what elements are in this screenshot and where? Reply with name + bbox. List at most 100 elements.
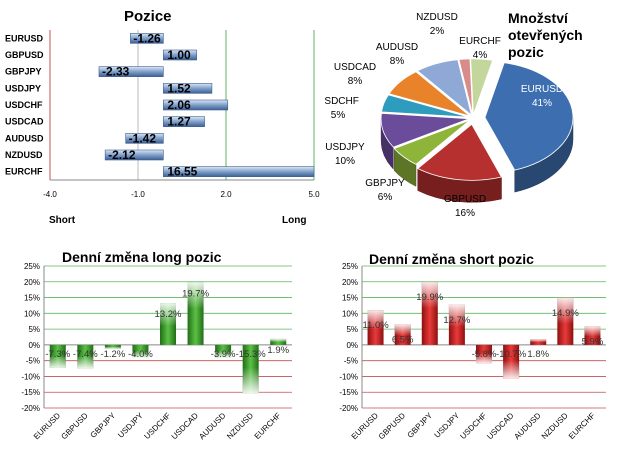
category-label: USDCHF (142, 411, 172, 441)
value-label: 1.52 (167, 81, 191, 95)
y-tick-label: 10% (342, 309, 358, 318)
category-label: NZDUSD (5, 150, 43, 160)
value-label: -2.12 (108, 148, 136, 162)
pie-slice-percent: 4% (473, 50, 488, 61)
bar (163, 49, 197, 61)
pie-chart: EURUSD 41% GBPUSD 16% GBPJPY 6% USDJPY 10% USDCH… (325, 12, 574, 219)
y-tick-label: -5% (26, 357, 40, 366)
category-label: USDJPY (116, 411, 145, 440)
pie-slice-percent: 10% (335, 156, 355, 167)
y-tick-label: 10% (24, 309, 40, 318)
category-label: USDCAD (170, 411, 200, 441)
pie-slice (381, 94, 470, 118)
x-tick-label: -4.0 (43, 190, 57, 199)
pie-slice-label: USDCAD (334, 62, 376, 73)
pozice-title: Pozice (124, 8, 172, 25)
data-label: 19.7% (182, 289, 209, 300)
category-label: EURUSD (32, 411, 62, 441)
pie-slice-label: NZDUSD (416, 12, 458, 23)
bar-highlight (421, 282, 438, 309)
data-label: 14.9% (552, 308, 579, 319)
category-label: EURCHF (5, 167, 43, 177)
data-label: -1.2% (100, 349, 125, 360)
y-tick-label: 20% (24, 278, 40, 287)
pie-slice (484, 62, 574, 171)
category-label: USDCAD (485, 411, 515, 441)
pie-slice-percent: 2% (430, 26, 445, 37)
category-label: GBPUSD (5, 50, 44, 60)
bar-highlight (77, 355, 94, 369)
bar-highlight (49, 355, 66, 368)
category-label: USDJPY (433, 411, 462, 440)
y-tick-label: -20% (339, 404, 358, 413)
data-label: 11.0% (362, 320, 389, 331)
data-label: 13.2% (155, 309, 182, 320)
category-label: EURCHF (253, 411, 283, 441)
data-label: -5.8% (472, 349, 497, 360)
bar (130, 33, 164, 44)
pie-slice (388, 71, 471, 117)
pie-slice-label: EURCHF (459, 36, 501, 47)
bar (125, 133, 164, 144)
category-label: AUDUSD (5, 133, 44, 143)
data-label: 19.9% (416, 292, 443, 303)
pie-slice-percent: 6% (378, 192, 393, 203)
y-tick-label: 5% (28, 325, 40, 334)
data-label: -15.3% (236, 349, 267, 360)
pie-slice (416, 59, 473, 117)
pie-slice (470, 58, 494, 115)
category-label: GBPJPY (5, 67, 42, 77)
bar-highlight (132, 350, 149, 358)
pie-slice-percent: 5% (331, 110, 346, 121)
data-label: 6.5% (392, 334, 414, 345)
pie-slice-percent: 41% (532, 98, 552, 109)
category-label: NZDUSD (225, 411, 255, 441)
category-label: USDJPY (5, 83, 41, 93)
category-label: EURCHF (567, 411, 597, 441)
short-label: Short (49, 215, 76, 226)
bar (163, 166, 315, 177)
x-tick-label: 2.0 (220, 190, 232, 199)
pie-title: Množství otevřených pozic (508, 10, 583, 61)
pie-slice-label: AUDUSD (376, 42, 418, 53)
bar-highlight (584, 326, 601, 337)
bar-highlight (160, 303, 176, 327)
value-label: 16.55 (167, 165, 197, 179)
value-label: -1.42 (129, 131, 157, 145)
category-label: EURUSD (5, 33, 44, 43)
bar-highlight (448, 304, 465, 327)
category-label: GBPUSD (59, 411, 89, 441)
bar-highlight (242, 367, 259, 394)
data-label: 5.9% (582, 336, 604, 347)
y-tick-label: -5% (344, 357, 358, 366)
pie-slice-label: USDCHF (325, 96, 359, 107)
y-tick-label: 25% (24, 262, 40, 271)
y-tick-label: -15% (339, 388, 358, 397)
category-label: AUDUSD (197, 411, 227, 441)
bar-highlight (530, 339, 547, 343)
pie-slice-percent: 8% (390, 56, 405, 67)
bar-highlight (476, 353, 492, 364)
y-tick-label: -10% (339, 372, 358, 381)
x-tick-label: 5.0 (308, 190, 320, 199)
y-tick-label: 15% (342, 294, 358, 303)
y-tick-label: 25% (342, 262, 358, 271)
category-label: GBPUSD (377, 411, 407, 441)
category-label: NZDUSD (540, 411, 570, 441)
pie-slice-label: GBPJPY (365, 178, 405, 189)
pie-slice (417, 123, 503, 181)
category-label: USDCHF (458, 411, 488, 441)
y-tick-label: 15% (24, 294, 40, 303)
bar (163, 99, 229, 111)
pie-slice-label: GBPUSD (444, 194, 486, 205)
long-label: Long (282, 215, 306, 226)
pie-slice-percent: 16% (455, 208, 475, 219)
bar-highlight (270, 338, 287, 343)
category-label: GBPJPY (405, 411, 434, 440)
long-chart: 25% 20% 15% 10% 5% 0% -5% -10% -15% -20% -7.3% EURU… (21, 262, 292, 441)
y-tick-label: -10% (21, 372, 40, 381)
data-label: -4.0% (128, 349, 153, 360)
pozice-chart: EURUSD -1.26 GBPUSD 1.00 GBPJPY -2.33 USDJPY 1.… (5, 30, 320, 226)
y-tick-label: 20% (342, 278, 358, 287)
pie-slice (380, 112, 470, 148)
